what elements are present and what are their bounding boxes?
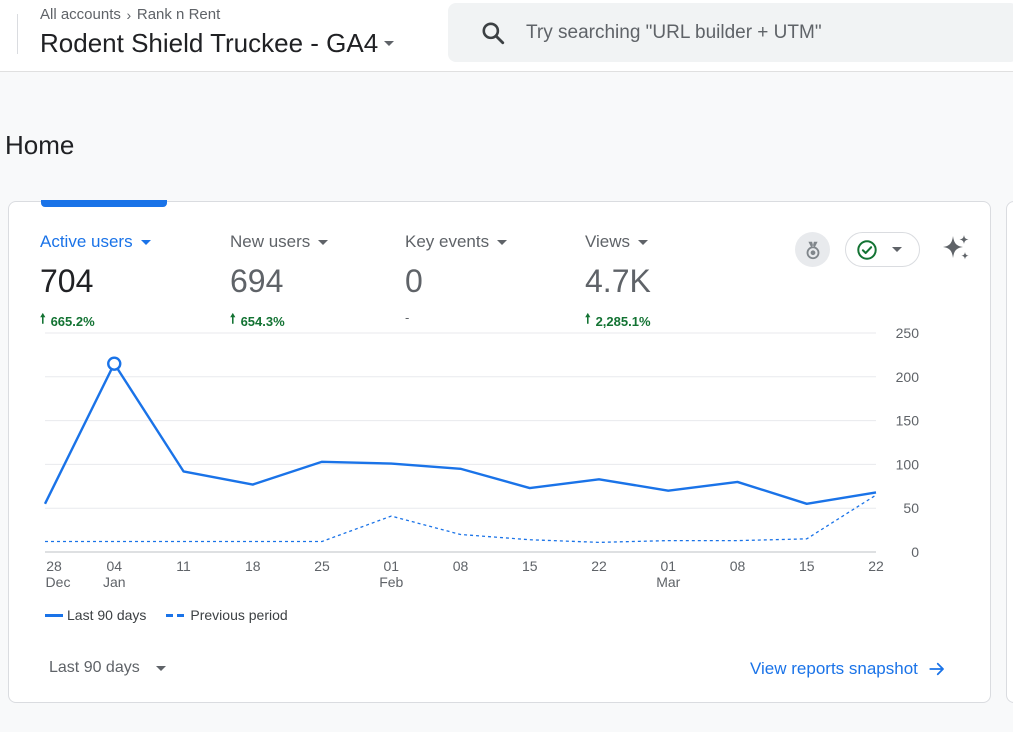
metric-tab-active-users[interactable]: Active users 704 🠕 665.2% xyxy=(40,232,151,332)
x-tick-label: 01 xyxy=(660,558,676,574)
legend-swatch-solid xyxy=(45,613,63,617)
medal-icon xyxy=(806,241,819,259)
selected-tab-indicator xyxy=(41,200,167,207)
search-icon xyxy=(482,21,505,44)
top-app-bar: All accounts › Rank n Rent Rodent Shield… xyxy=(0,0,1013,72)
metric-value: 0 xyxy=(405,263,423,299)
arrow-up-icon: 🠕 xyxy=(40,311,46,326)
x-tick-label: 15 xyxy=(522,558,538,574)
property-name: Rodent Shield Truckee - GA4 xyxy=(40,28,379,58)
y-tick-label: 200 xyxy=(896,369,920,385)
date-range-label: Last 90 days xyxy=(49,659,140,676)
metric-tab-new-users[interactable]: New users 694 🠕 654.3% xyxy=(230,232,329,332)
arrow-up-icon: 🠕 xyxy=(230,311,236,326)
legend-swatch-dashed xyxy=(166,613,185,617)
metric-value: 4.7K xyxy=(585,263,651,299)
legend-label-current: Last 90 days xyxy=(67,607,147,623)
metric-tab-views[interactable]: Views 4.7K 🠕 2,285.1% xyxy=(585,232,651,332)
metric-change: 654.3% xyxy=(240,313,285,329)
page-title: Home xyxy=(5,130,75,160)
x-tick-label: 22 xyxy=(591,558,607,574)
x-tick-month-label: Mar xyxy=(656,574,680,590)
caret-down-icon xyxy=(384,41,395,46)
metric-change: 665.2% xyxy=(50,313,95,329)
caret-down-icon xyxy=(497,239,508,245)
caret-down-icon xyxy=(318,239,329,245)
series-line-last-90-days xyxy=(43,362,877,506)
metric-change: - xyxy=(405,310,410,325)
x-tick-month-label: Feb xyxy=(379,574,403,590)
metric-value: 704 xyxy=(40,263,94,299)
x-tick-label: 01 xyxy=(383,558,399,574)
x-tick-label: 22 xyxy=(868,558,884,574)
caret-down-icon xyxy=(140,239,151,245)
metric-label: Views xyxy=(585,232,631,251)
caret-down-icon xyxy=(638,239,649,245)
metric-label: Key events xyxy=(405,232,490,251)
snapshot-link-label: View reports snapshot xyxy=(750,659,918,678)
x-tick-label: 08 xyxy=(730,558,746,574)
insight-badge-icon[interactable] xyxy=(795,232,830,267)
x-tick-label: 28 xyxy=(46,558,62,574)
legend-label-previous: Previous period xyxy=(190,607,288,623)
x-tick-month-label: Dec xyxy=(46,574,71,590)
x-tick-month-label: Jan xyxy=(103,574,126,590)
y-tick-label: 50 xyxy=(903,500,919,516)
metric-change: 2,285.1% xyxy=(595,313,651,329)
highlighted-data-point xyxy=(107,356,122,371)
chart-legend: Last 90 days Previous period xyxy=(45,607,288,623)
header-divider xyxy=(17,14,18,54)
y-tick-label: 250 xyxy=(896,325,920,341)
search-placeholder: Try searching "URL builder + UTM" xyxy=(526,21,822,43)
search-bar[interactable]: Try searching "URL builder + UTM" xyxy=(448,3,1013,62)
x-tick-label: 08 xyxy=(453,558,469,574)
y-tick-label: 0 xyxy=(911,544,919,560)
y-tick-label: 150 xyxy=(896,413,920,429)
metric-tab-key-events[interactable]: Key events 0 - xyxy=(405,232,508,325)
metric-value: 694 xyxy=(230,263,284,299)
y-tick-label: 100 xyxy=(896,456,920,472)
property-selector[interactable]: Rodent Shield Truckee - GA4 xyxy=(40,28,395,59)
sparkle-icon[interactable] xyxy=(940,232,972,264)
series-line-previous-period xyxy=(45,494,877,544)
arrow-right-icon xyxy=(929,662,944,676)
x-tick-label: 25 xyxy=(314,558,330,574)
breadcrumb-all-accounts[interactable]: All accounts xyxy=(40,6,121,23)
chevron-right-icon: › xyxy=(126,6,132,23)
metric-label: Active users xyxy=(40,232,133,251)
x-tick-label: 15 xyxy=(799,558,815,574)
check-circle-icon xyxy=(857,239,877,260)
breadcrumb-account-group[interactable]: Rank n Rent xyxy=(136,6,221,23)
date-range-selector[interactable]: Last 90 days xyxy=(49,659,166,677)
metric-label: New users xyxy=(230,232,311,251)
x-tick-label: 18 xyxy=(245,558,261,574)
view-reports-snapshot-link[interactable]: View reports snapshot xyxy=(750,659,946,679)
x-tick-label: 11 xyxy=(176,558,191,574)
caret-down-icon xyxy=(155,665,166,671)
data-quality-status[interactable] xyxy=(845,232,920,267)
caret-down-icon xyxy=(892,247,902,252)
breadcrumb: All accounts › Rank n Rent xyxy=(40,6,220,23)
arrow-up-icon: 🠕 xyxy=(585,311,591,326)
x-tick-label: 04 xyxy=(106,558,122,574)
